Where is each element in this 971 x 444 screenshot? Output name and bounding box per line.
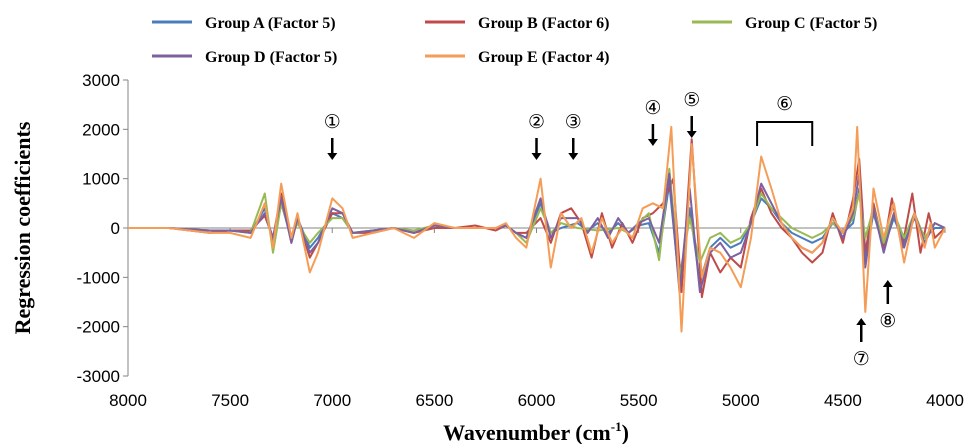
annotation-marker: ② [528, 111, 545, 133]
x-tick-label: 4500 [824, 391, 862, 410]
x-tick-label: 7000 [313, 391, 351, 410]
y-tick-label: 1000 [82, 170, 120, 189]
y-tick-label: -3000 [77, 367, 120, 386]
x-tick-label: 8000 [109, 391, 147, 410]
x-tick-label: 4000 [926, 391, 964, 410]
x-axis-ticks: 8000 7500 7000 6500 6000 5500 5000 4500 4000 [109, 228, 964, 410]
y-tick-label: 2000 [82, 120, 120, 139]
annotation-marker: ④ [644, 97, 661, 119]
y-tick-label: 3000 [82, 71, 120, 90]
annotation-marker: ③ [565, 111, 582, 133]
x-axis-title-close: ) [622, 420, 629, 444]
x-axis-title-superscript: -1 [611, 419, 622, 434]
annotation-marker: ⑧ [879, 310, 896, 332]
annotations: ① ② ③ ④ ⑤ ⑥ ⑦⑧ [324, 89, 897, 370]
y-axis-title: Regression coefficients [10, 121, 35, 334]
legend-label-group-a: Group A (Factor 5) [205, 15, 336, 32]
annotation-arrowhead [568, 153, 579, 160]
annotation-arrowhead [327, 153, 338, 160]
annotation-arrowhead [856, 318, 867, 325]
annotation-marker: ⑦ [853, 348, 870, 370]
x-tick-label: 7500 [211, 391, 249, 410]
annotation-arrowhead [686, 131, 697, 138]
y-axis-ticks: 3000 2000 1000 0 -1000 -2000 -3000 [77, 71, 128, 386]
annotation-bracket [756, 121, 814, 146]
y-tick-label: -2000 [77, 318, 120, 337]
legend: Group A (Factor 5) Group B (Factor 6) Gr… [152, 15, 877, 66]
annotation-marker: ⑥ [776, 93, 793, 115]
legend-label-group-b: Group B (Factor 6) [478, 15, 609, 32]
legend-label-group-d: Group D (Factor 5) [205, 49, 337, 66]
y-tick-label: 0 [111, 219, 120, 238]
series-line-group-d [128, 172, 946, 294]
legend-label-group-c: Group C (Factor 5) [745, 15, 877, 32]
annotation-arrowhead [647, 139, 658, 146]
x-axis-title: Wavenumber (cm-1) [443, 419, 629, 444]
annotation-arrowhead [531, 153, 542, 160]
legend-label-group-e: Group E (Factor 4) [478, 49, 609, 66]
x-tick-label: 5500 [620, 391, 658, 410]
x-tick-label: 6500 [415, 391, 453, 410]
series-line-group-e [128, 125, 946, 333]
x-axis-title-base: Wavenumber (cm [443, 420, 611, 444]
annotation-arrowhead [882, 280, 893, 287]
annotation-marker: ① [324, 111, 341, 133]
x-tick-label: 5000 [722, 391, 760, 410]
series-lines [128, 125, 946, 333]
y-tick-label: -1000 [77, 268, 120, 287]
x-tick-label: 6000 [518, 391, 556, 410]
annotation-marker: ⑤ [683, 89, 700, 111]
